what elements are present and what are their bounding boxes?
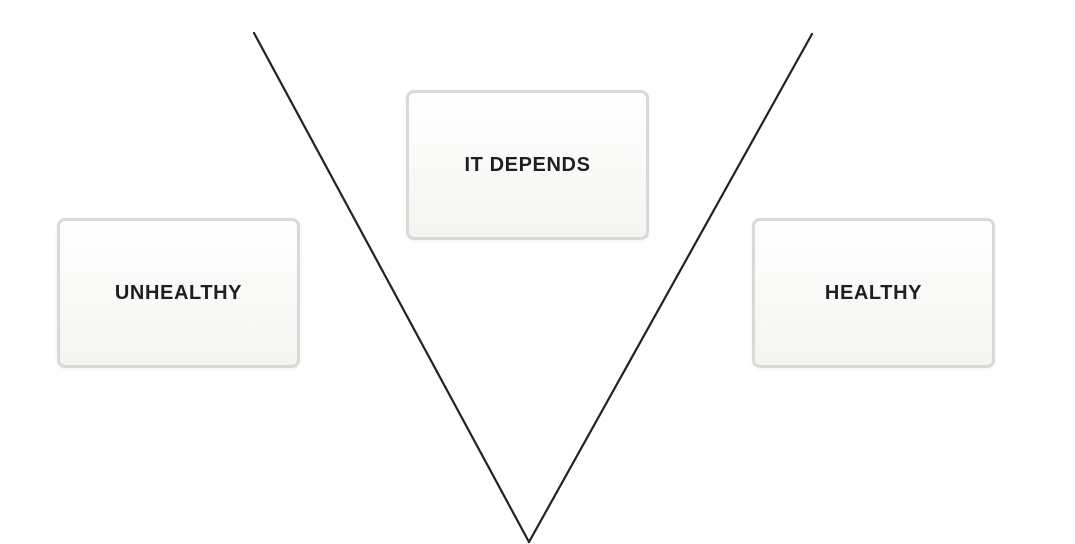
healthy-card: HEALTHY (752, 218, 995, 368)
unhealthy-card: UNHEALTHY (57, 218, 300, 368)
it-depends-card: IT DEPENDS (406, 90, 649, 240)
healthy-label: HEALTHY (824, 281, 923, 304)
unhealthy-label: UNHEALTHY (114, 281, 243, 304)
v-right-arm (527, 32, 814, 544)
it-depends-label: IT DEPENDS (464, 153, 591, 176)
v-left-arm (252, 31, 531, 544)
